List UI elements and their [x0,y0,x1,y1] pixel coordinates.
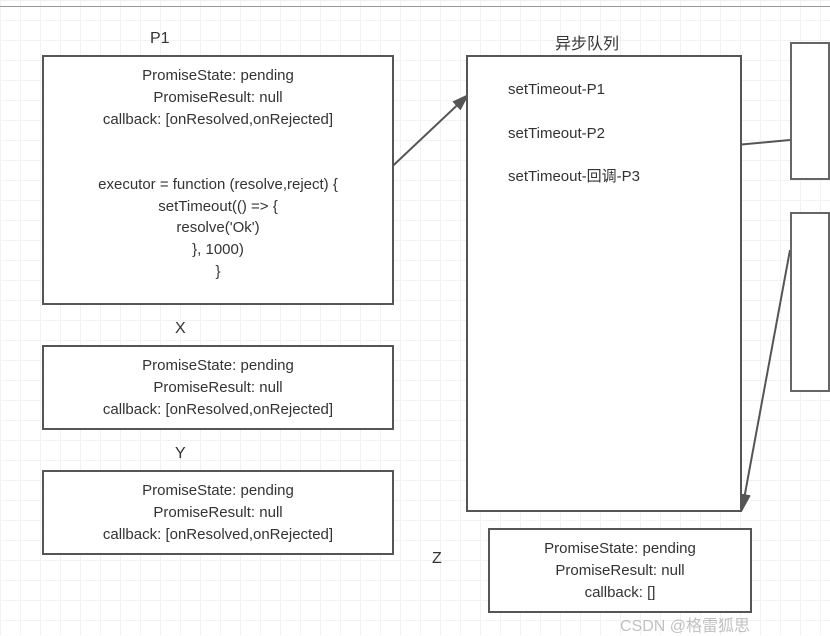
box-cut-bottom [790,212,830,392]
box-cut-top [790,42,830,180]
text-line: PromiseState: pending [50,65,386,87]
label-z: Z [432,550,442,568]
label-x: X [175,320,186,338]
label-y: Y [175,445,186,463]
label-queue: 异步队列 [555,30,619,54]
text-line: PromiseResult: null [50,87,386,109]
text-line: PromiseState: pending [496,538,744,560]
box-queue: setTimeout-P1 setTimeout-P2 setTimeout-回… [466,55,742,512]
text-line: setTimeout-P1 [508,79,734,101]
text-line [50,152,386,174]
text-line: PromiseState: pending [50,480,386,502]
text-line: }, 1000) [50,239,386,261]
box-x: PromiseState: pendingPromiseResult: null… [42,345,394,430]
text-line: callback: [onResolved,onRejected] [50,109,386,131]
box-p1: PromiseState: pendingPromiseResult: null… [42,55,394,305]
text-line: PromiseState: pending [50,355,386,377]
box-z: PromiseState: pendingPromiseResult: null… [488,528,752,613]
text-line: callback: [onResolved,onRejected] [50,524,386,546]
text-line: setTimeout(() => { [50,196,386,218]
text-line: } [50,261,386,283]
text-line: resolve('Ok') [50,217,386,239]
text-line: callback: [] [496,582,744,604]
text-line: callback: [onResolved,onRejected] [50,399,386,421]
text-line: setTimeout-回调-P3 [508,166,734,188]
text-line: executor = function (resolve,reject) { [50,174,386,196]
text-line [50,130,386,152]
text-line: PromiseResult: null [496,560,744,582]
box-y: PromiseState: pendingPromiseResult: null… [42,470,394,555]
label-p1: P1 [150,30,170,48]
text-line: PromiseResult: null [50,377,386,399]
text-line: PromiseResult: null [50,502,386,524]
text-line [508,144,734,166]
top-divider [0,6,830,7]
text-line: setTimeout-P2 [508,123,734,145]
text-line [508,101,734,123]
